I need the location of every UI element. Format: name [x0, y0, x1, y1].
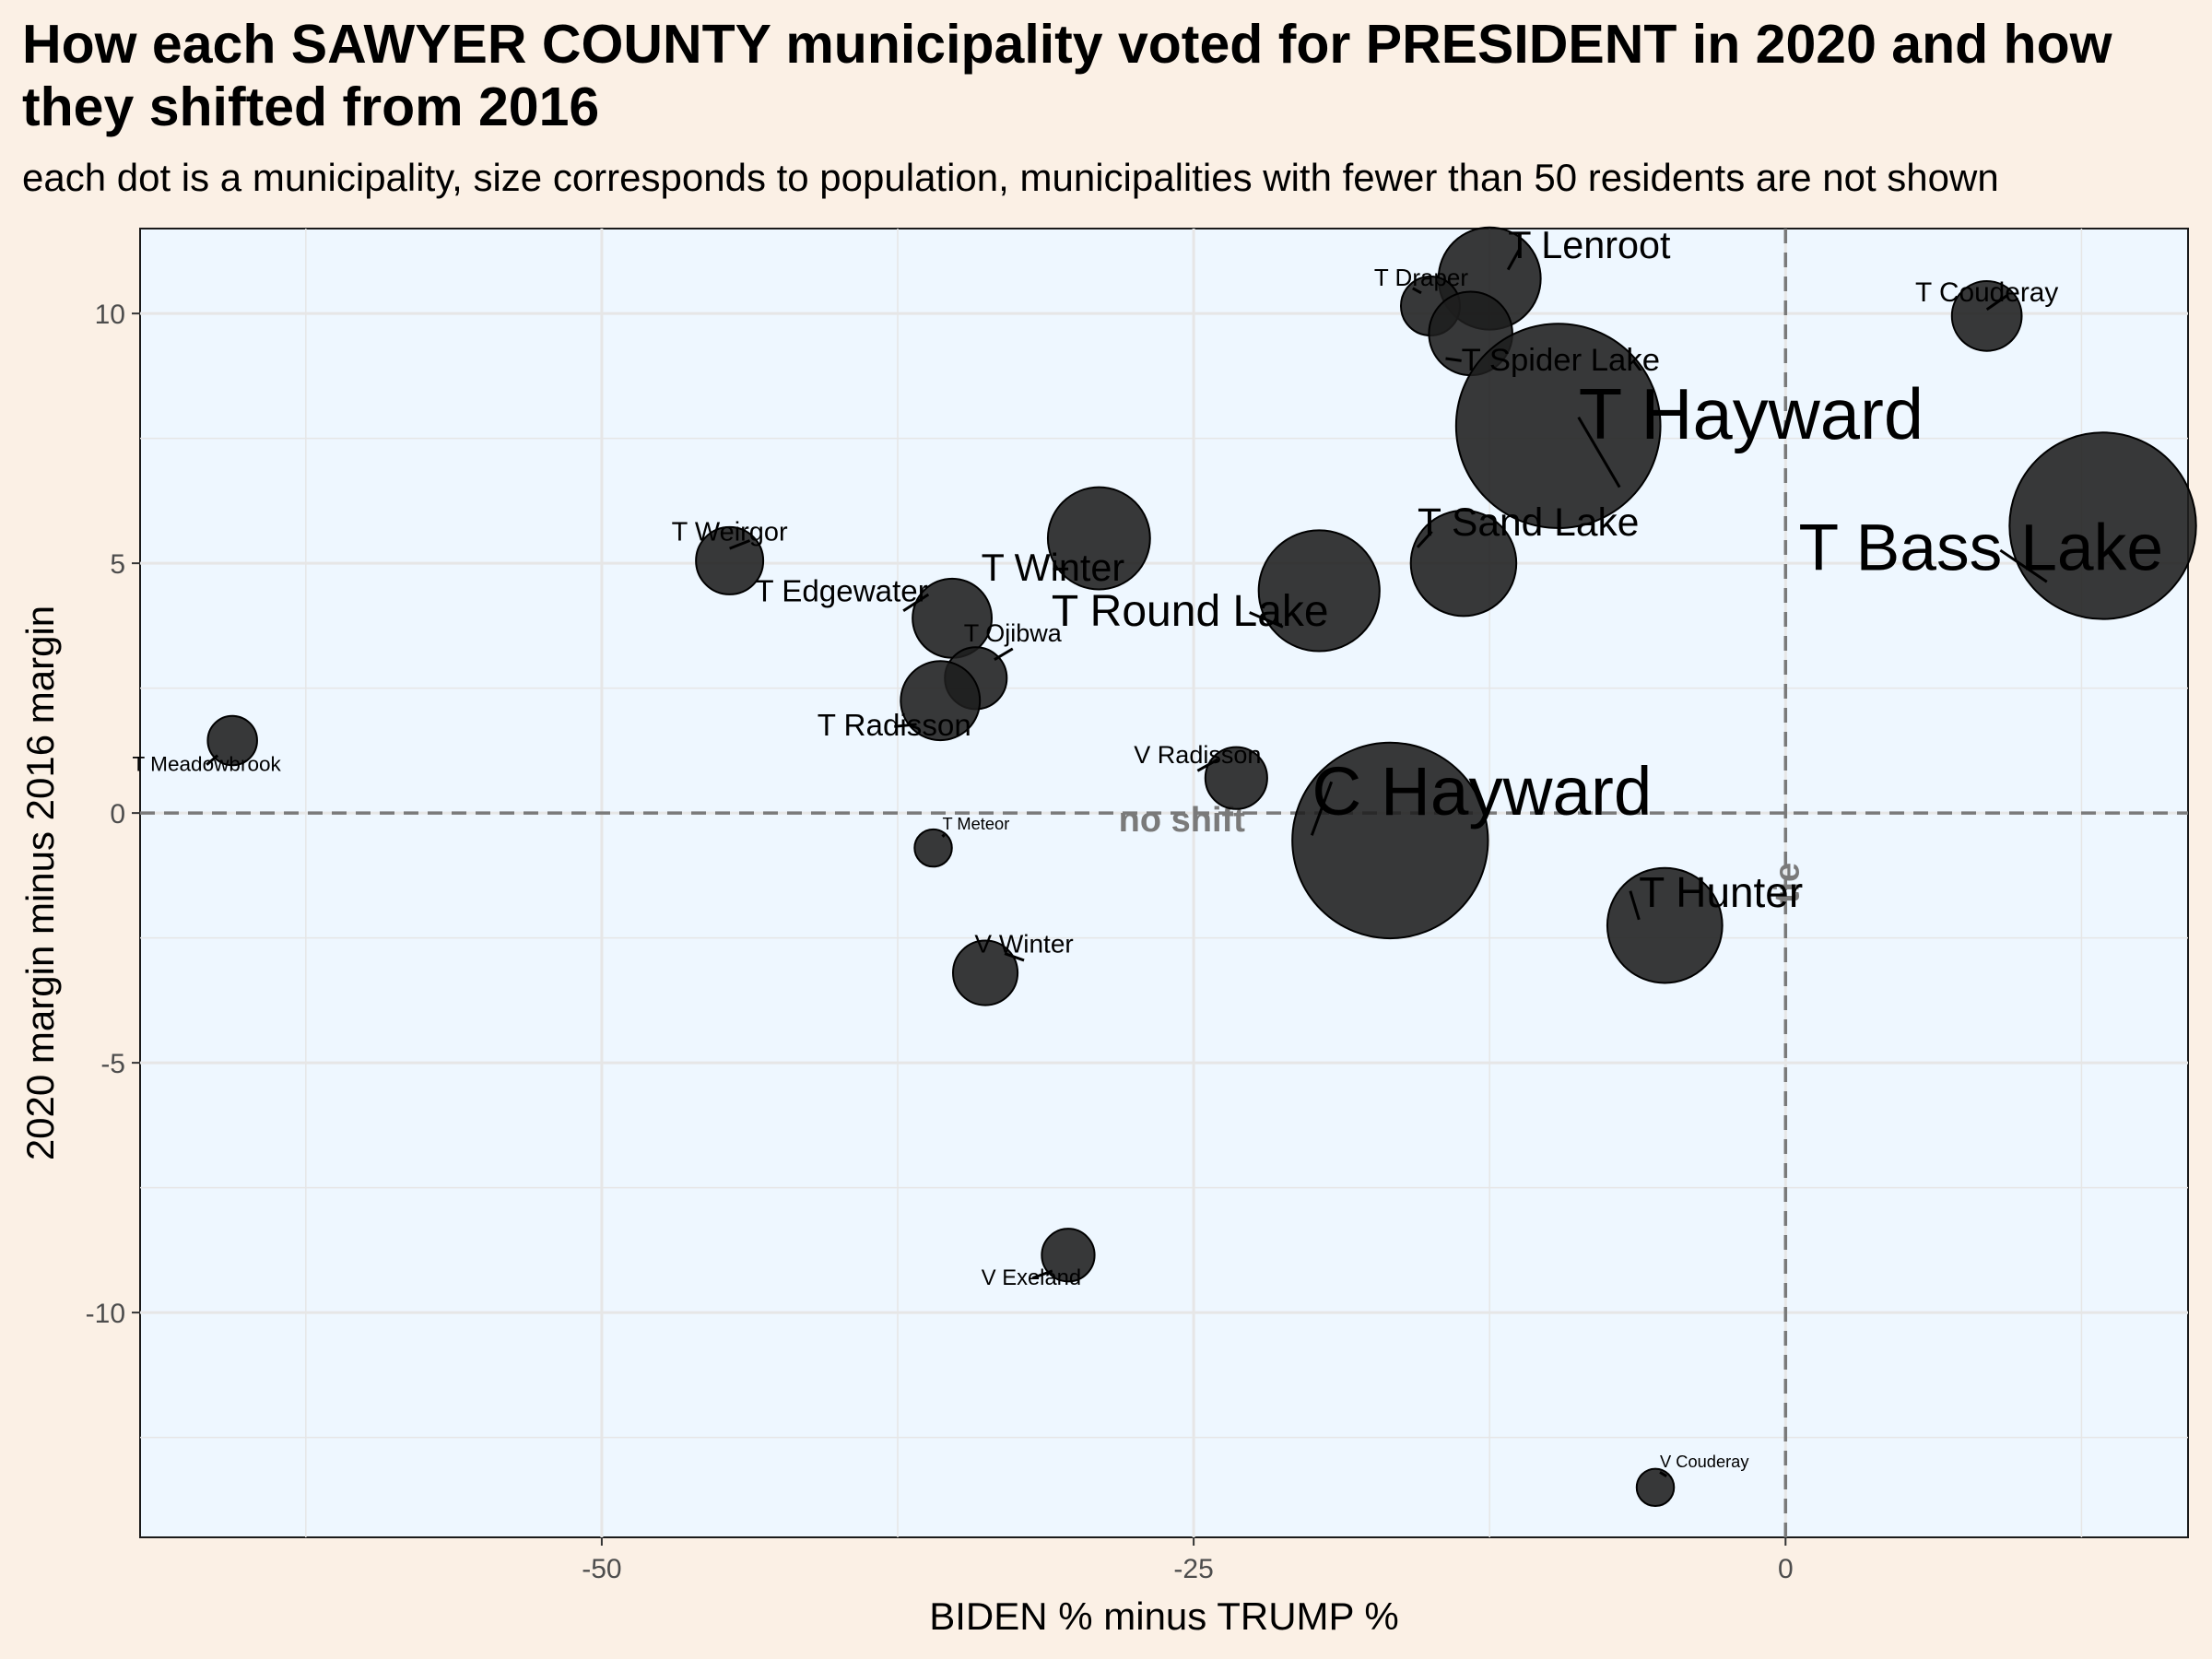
municipality-label: T Spider Lake: [1462, 343, 1660, 378]
municipality-label: V Exeland: [982, 1265, 1081, 1290]
y-tick-label: 0: [110, 799, 125, 830]
label-leader: [1196, 758, 1218, 772]
y-tick-label: -5: [100, 1049, 125, 1079]
municipality-label: T Lenroot: [1508, 224, 1671, 266]
municipality-label: T Hunter: [1639, 868, 1803, 916]
label-leader: [729, 539, 751, 550]
municipality-point[interactable]: [1046, 486, 1151, 591]
label-leader: [1412, 287, 1422, 295]
y-tick-label: 10: [95, 300, 125, 330]
municipality-label: T Edgewater: [755, 575, 927, 609]
municipality-label: T Bass Lake: [1799, 511, 2164, 584]
municipality-label: T Radisson: [818, 709, 971, 743]
tie-label: tie: [1768, 863, 1806, 903]
municipality-label: T Round Lake: [1052, 587, 1329, 636]
label-leader: [1629, 890, 1641, 921]
municipality-point[interactable]: [206, 714, 258, 767]
municipality-point[interactable]: [2008, 431, 2197, 620]
label-leader: [1999, 548, 2048, 583]
label-leader: [1985, 293, 2009, 312]
municipality-point[interactable]: [900, 660, 982, 742]
municipality-label: T Couderay: [1915, 277, 2058, 308]
municipality-label: T Meteor: [943, 814, 1010, 833]
label-leader: [941, 833, 946, 838]
y-tick-label: -10: [86, 1299, 125, 1329]
municipality-label: V Couderay: [1660, 1452, 1749, 1471]
municipality-point[interactable]: [1204, 746, 1268, 810]
municipality-label: T Draper: [1374, 264, 1468, 291]
municipality-label: T Hayward: [1579, 375, 1924, 454]
x-tick-label: -25: [1173, 1554, 1213, 1584]
municipality-point[interactable]: [695, 525, 765, 595]
municipality-label: T Weirgor: [672, 517, 788, 547]
municipality-label: C Hayward: [1312, 752, 1652, 830]
label-leader: [1445, 357, 1462, 362]
label-leader: [1004, 952, 1025, 962]
label-leader: [994, 647, 1014, 661]
municipality-label: T Sand Lake: [1418, 500, 1640, 545]
x-tick-label: -50: [582, 1554, 621, 1584]
label-leader: [1659, 1471, 1667, 1477]
municipality-point[interactable]: [1635, 1467, 1676, 1508]
label-leader: [1506, 247, 1522, 271]
x-tick-label: 0: [1778, 1554, 1794, 1584]
label-leader: [902, 593, 930, 612]
municipality-point[interactable]: [1291, 741, 1489, 940]
municipality-point[interactable]: [952, 939, 1019, 1006]
label-leader: [206, 754, 219, 766]
municipality-label: T Meadowbrook: [133, 753, 282, 776]
x-axis-label: BIDEN % minus TRUMP %: [929, 1594, 1399, 1638]
label-leader: [894, 723, 917, 728]
label-leader: [1416, 530, 1433, 548]
municipality-point[interactable]: [1041, 1228, 1096, 1283]
data-points: [206, 226, 2197, 1508]
y-axis-label: 2020 margin minus 2016 margin: [18, 606, 62, 1160]
municipality-label: V Winter: [974, 930, 1073, 959]
municipality-point[interactable]: [1606, 866, 1724, 984]
municipality-point[interactable]: [913, 828, 953, 868]
y-tick-label: 5: [110, 549, 125, 580]
label-leader: [1577, 417, 1621, 488]
chart-title: How each SAWYER COUNTY municipality vote…: [22, 14, 2112, 137]
label-leader: [1249, 611, 1284, 629]
label-leader: [1310, 781, 1334, 836]
municipality-point[interactable]: [1409, 509, 1518, 618]
chart-subtitle: each dot is a municipality, size corresp…: [22, 156, 1999, 199]
municipality-point[interactable]: [1257, 529, 1381, 653]
municipality-label: T Winter: [982, 547, 1125, 589]
municipality-label: T Ojibwa: [964, 619, 1063, 647]
plot-panel: [139, 228, 2189, 1538]
municipality-point[interactable]: [1454, 323, 1662, 529]
point-labels: T Lenroot T Draper T Spider Lake T Couderay…: [133, 224, 2164, 1477]
label-leader: [1031, 1269, 1053, 1280]
municipality-label: V Radisson: [1134, 741, 1261, 769]
